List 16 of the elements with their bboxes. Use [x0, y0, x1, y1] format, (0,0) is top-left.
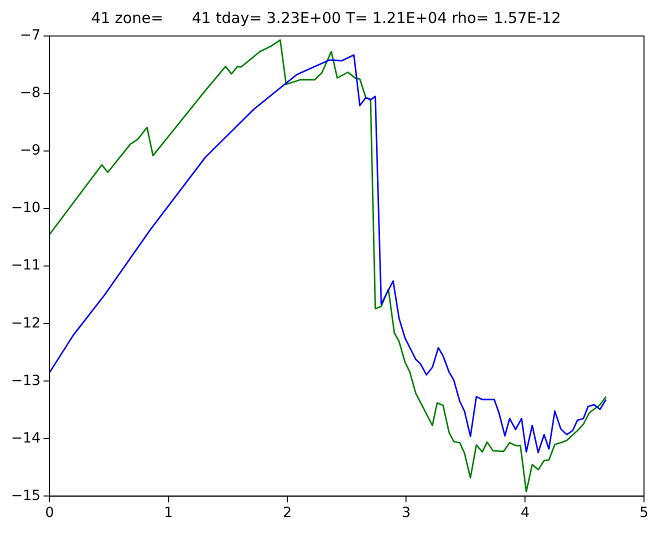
y-tick-label: −15: [11, 488, 41, 504]
chart-title: 41 zone= 41 tday= 3.23E+00 T= 1.21E+04 rho= 1.57E-12: [91, 8, 561, 27]
x-tick-label: 4: [520, 505, 530, 522]
y-tick-label: −9: [20, 142, 41, 159]
x-tick-label: 1: [164, 505, 173, 522]
x-tick-label: 0: [45, 505, 54, 522]
y-tick-label: −7: [20, 28, 41, 44]
y-tick-label: −10: [11, 200, 41, 216]
y-tick-label: −8: [20, 85, 41, 102]
x-tick-label: 2: [282, 505, 292, 522]
y-tick-label: −14: [11, 430, 41, 446]
y-tick-label: −11: [11, 258, 41, 274]
x-tick-label: 5: [640, 505, 648, 522]
y-tick-label: −13: [11, 372, 41, 389]
y-tick-label: −12: [11, 315, 41, 332]
x-tick-label: 3: [402, 505, 411, 522]
